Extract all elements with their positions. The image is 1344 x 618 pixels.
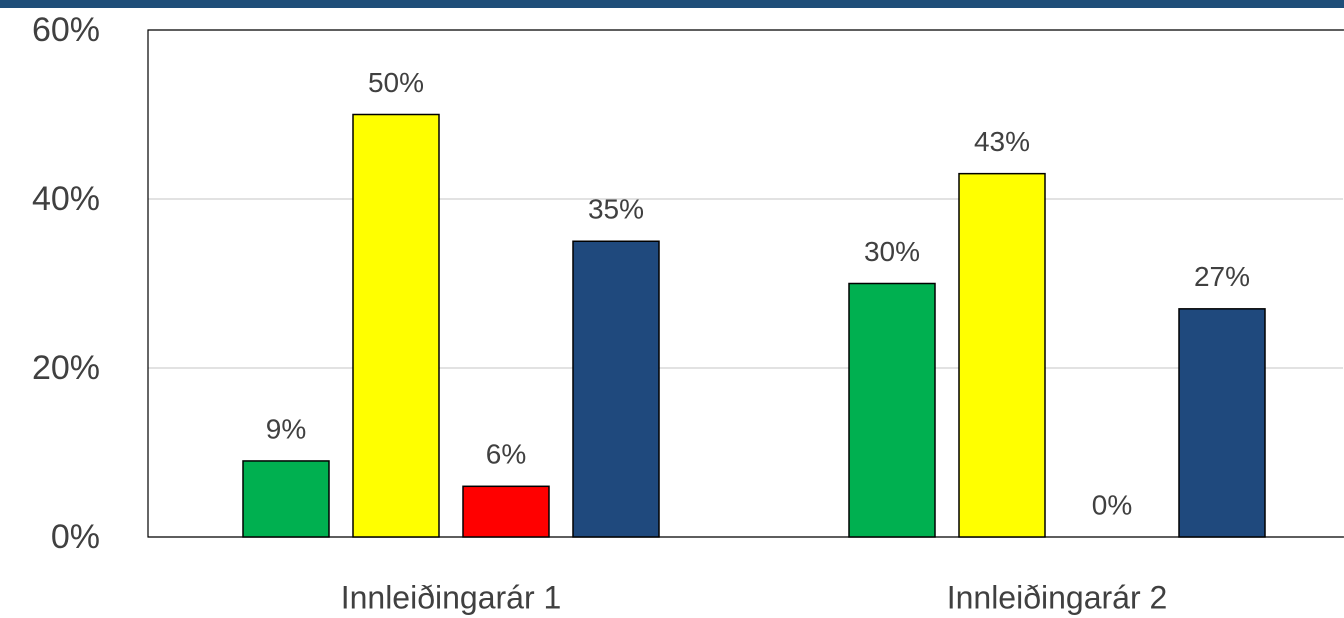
data-label: 35% — [588, 194, 644, 225]
data-label: 6% — [486, 439, 526, 470]
y-tick-label: 40% — [32, 180, 100, 218]
x-tick-label: Innleiðingarár 1 — [341, 579, 562, 615]
bar — [848, 282, 936, 538]
data-label: 9% — [266, 413, 306, 444]
data-label: 43% — [974, 126, 1030, 157]
y-tick-label: 20% — [32, 349, 100, 387]
bar — [242, 460, 330, 538]
data-label: 50% — [368, 67, 424, 98]
bar — [958, 172, 1046, 538]
data-label: 0% — [1092, 489, 1132, 520]
bar — [572, 240, 660, 538]
header-band — [0, 0, 1344, 8]
data-label: 30% — [864, 236, 920, 267]
bar — [462, 485, 550, 538]
bar — [352, 113, 440, 538]
bar — [1178, 308, 1266, 538]
y-tick-label: 0% — [51, 518, 100, 556]
data-label: 27% — [1194, 261, 1250, 292]
x-tick-label: Innleiðingarár 2 — [947, 579, 1168, 615]
y-tick-label: 60% — [32, 11, 100, 49]
plot-border — [147, 29, 1344, 538]
